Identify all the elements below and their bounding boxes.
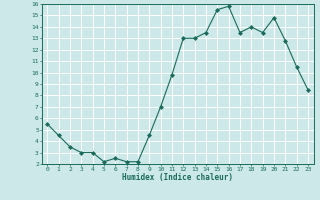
X-axis label: Humidex (Indice chaleur): Humidex (Indice chaleur) — [122, 173, 233, 182]
